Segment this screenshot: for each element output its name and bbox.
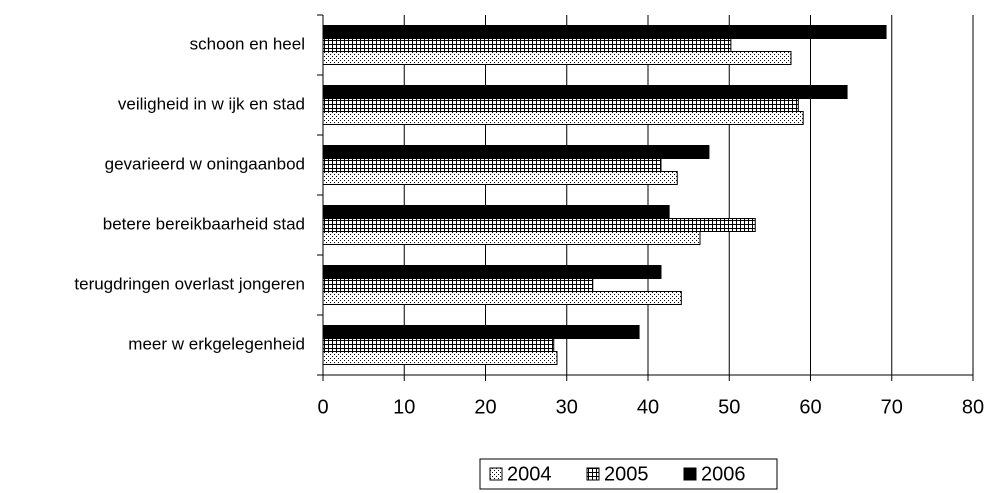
legend-swatch bbox=[683, 467, 697, 481]
bar bbox=[322, 278, 594, 292]
category-label: terugdringen overlast jongeren bbox=[74, 274, 305, 293]
category-label: betere bereikbaarheid stad bbox=[103, 214, 305, 233]
bar bbox=[322, 218, 756, 232]
bar bbox=[322, 171, 678, 185]
x-tick-label: 60 bbox=[799, 396, 821, 418]
category-label: veiligheid in w ijk en stad bbox=[118, 94, 305, 113]
x-tick-label: 10 bbox=[393, 396, 415, 418]
bar bbox=[322, 325, 640, 339]
bar bbox=[322, 338, 555, 352]
x-tick-label: 70 bbox=[881, 396, 903, 418]
bar bbox=[322, 205, 670, 219]
x-tick-label: 50 bbox=[718, 396, 740, 418]
category-label: meer w erkgelegenheid bbox=[128, 334, 305, 353]
bar bbox=[322, 25, 887, 39]
x-tick-label: 40 bbox=[637, 396, 659, 418]
bar bbox=[322, 351, 558, 365]
bar bbox=[322, 291, 682, 305]
legend-label: 2004 bbox=[507, 463, 552, 485]
legend-label: 2005 bbox=[604, 463, 649, 485]
legend-box bbox=[479, 458, 778, 490]
bar bbox=[322, 38, 732, 52]
bar bbox=[322, 51, 792, 65]
bar bbox=[322, 111, 804, 125]
x-tick-label: 30 bbox=[556, 396, 578, 418]
bar bbox=[322, 145, 710, 159]
x-tick-label: 80 bbox=[962, 396, 984, 418]
bar bbox=[322, 231, 701, 245]
legend-label: 2006 bbox=[701, 463, 746, 485]
legend-swatch bbox=[586, 467, 600, 481]
bar bbox=[322, 85, 848, 99]
x-tick-label: 0 bbox=[317, 396, 328, 418]
category-label: gevarieerd w oningaanbod bbox=[105, 154, 305, 173]
category-label: schoon en heel bbox=[190, 34, 305, 53]
x-tick-label: 20 bbox=[474, 396, 496, 418]
bar bbox=[322, 98, 799, 112]
bar bbox=[322, 265, 662, 279]
bar bbox=[322, 158, 662, 172]
legend-swatch bbox=[489, 467, 503, 481]
